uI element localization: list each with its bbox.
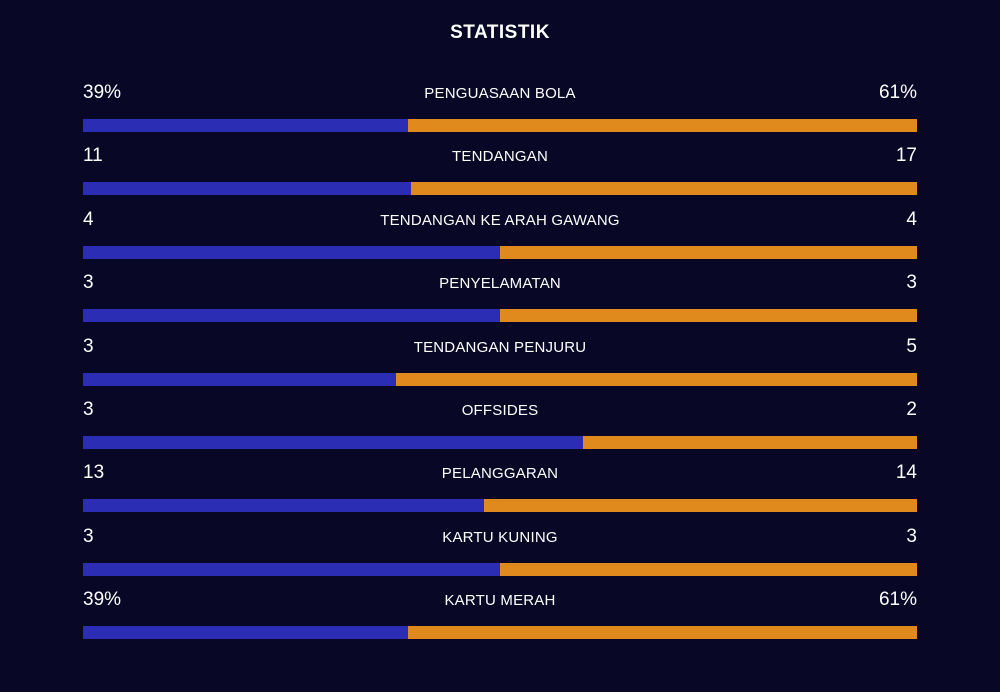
home-bar-segment <box>83 499 485 513</box>
stat-row-pelanggaran: 13 PELANGGARAN 14 <box>83 460 917 523</box>
stats-title: STATISTIK <box>450 22 550 43</box>
stat-value-home: 3 <box>83 525 94 547</box>
stat-comparison-bar <box>83 562 917 576</box>
stat-label: PENYELAMATAN <box>439 275 561 293</box>
stat-label: KARTU KUNING <box>442 528 558 546</box>
stat-value-away: 4 <box>906 208 917 230</box>
away-bar-segment <box>500 309 917 323</box>
away-bar-segment <box>395 372 917 386</box>
stat-row-kartu-merah: 39% KARTU MERAH 61% <box>83 587 917 650</box>
stat-value-home: 11 <box>83 145 103 167</box>
stat-comparison-bar <box>83 372 917 386</box>
home-bar-segment <box>83 245 500 259</box>
away-bar-segment <box>500 562 917 576</box>
stat-value-home: 3 <box>83 398 94 420</box>
home-bar-segment <box>83 626 409 640</box>
stat-value-away: 61% <box>878 589 917 611</box>
stat-value-away: 61% <box>878 82 917 103</box>
stat-value-away: 3 <box>906 272 917 294</box>
stats-list: 39% PENGUASAAN BOLA 61% 11 TENDANGAN 17 … <box>83 80 917 651</box>
stat-comparison-bar <box>83 245 917 259</box>
home-bar-segment <box>83 309 500 323</box>
away-bar-segment <box>408 119 917 132</box>
stat-comparison-bar <box>83 182 917 196</box>
stat-value-away: 3 <box>906 525 917 547</box>
stat-value-home: 39% <box>83 589 122 611</box>
stat-value-home: 4 <box>83 208 94 230</box>
stat-label: KARTU MERAH <box>444 592 556 610</box>
away-bar-segment <box>410 182 917 196</box>
stat-value-away: 17 <box>895 145 917 167</box>
stat-comparison-bar <box>83 499 917 513</box>
stat-value-away: 14 <box>895 462 917 484</box>
stat-row-penyelamatan: 3 PENYELAMATAN 3 <box>83 270 917 333</box>
home-bar-segment <box>83 562 500 576</box>
stat-row-offsides: 3 OFFSIDES 2 <box>83 397 917 460</box>
home-bar-segment <box>83 435 584 449</box>
away-bar-segment <box>500 245 917 259</box>
stat-value-home: 13 <box>83 462 105 484</box>
stat-label: PELANGGARAN <box>441 465 559 483</box>
stat-row-kartu-kuning: 3 KARTU KUNING 3 <box>83 524 917 587</box>
stat-comparison-bar <box>83 119 917 132</box>
stat-value-away: 2 <box>906 398 917 420</box>
stat-row-tendangan: 11 TENDANGAN 17 <box>83 143 917 206</box>
stat-label: TENDANGAN PENJURU <box>413 338 587 356</box>
stat-comparison-bar <box>83 309 917 323</box>
home-bar-segment <box>83 182 411 196</box>
stat-value-home: 3 <box>83 335 94 357</box>
stat-row-penguasaan-bola: 39% PENGUASAAN BOLA 61% <box>83 80 917 143</box>
stat-comparison-bar <box>83 626 917 640</box>
stat-label: OFFSIDES <box>461 401 539 419</box>
stat-label: TENDANGAN <box>452 148 548 166</box>
away-bar-segment <box>484 499 917 513</box>
away-bar-segment <box>408 626 917 640</box>
stat-row-tendangan-penjuru: 3 TENDANGAN PENJURU 5 <box>83 334 917 397</box>
away-bar-segment <box>583 435 917 449</box>
stat-label: PENGUASAAN BOLA <box>424 85 576 102</box>
stat-value-home: 39% <box>83 82 122 103</box>
home-bar-segment <box>83 372 396 386</box>
stat-comparison-bar <box>83 435 917 449</box>
stat-value-away: 5 <box>906 335 917 357</box>
stat-row-tendangan-ke-arah-gawang: 4 TENDANGAN KE ARAH GAWANG 4 <box>83 207 917 270</box>
stat-value-home: 3 <box>83 272 94 294</box>
home-bar-segment <box>83 119 409 132</box>
stat-label: TENDANGAN KE ARAH GAWANG <box>380 211 620 229</box>
